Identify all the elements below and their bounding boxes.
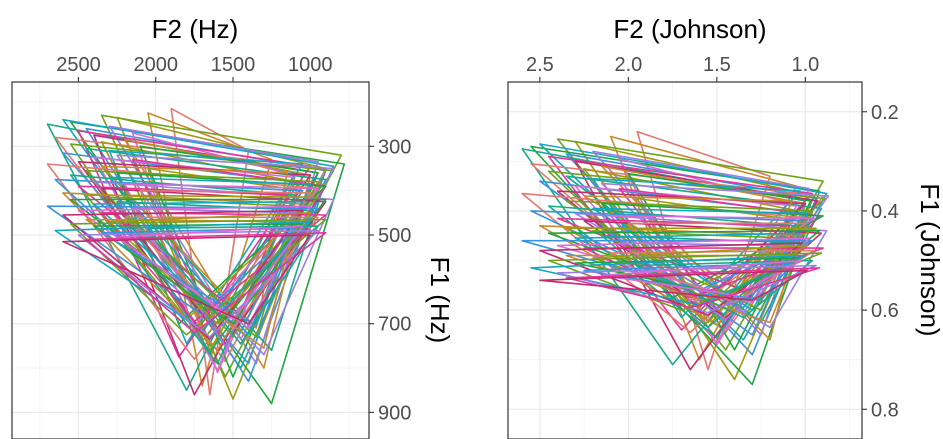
vowel-triangle-line bbox=[147, 225, 319, 345]
panel-border-rect bbox=[507, 81, 863, 439]
y-tick-label: 900 bbox=[378, 402, 411, 424]
y-axis-title-hz: F1 (Hz) bbox=[425, 257, 455, 344]
vowel-triangle-line bbox=[62, 209, 304, 341]
x-tick-label: 1000 bbox=[288, 54, 333, 76]
vowel-triangle-line bbox=[116, 200, 312, 354]
y-tick-label: 700 bbox=[378, 314, 411, 336]
x-tick-label: 2500 bbox=[56, 54, 101, 76]
vowel-triangle-line bbox=[54, 220, 312, 332]
y-tick-label: 300 bbox=[378, 136, 411, 158]
vowel-triangle-line bbox=[592, 244, 808, 302]
panel-border-johnson bbox=[507, 81, 863, 439]
x-axis-ticks-johnson: 2.5 2.0 1.5 1.0 bbox=[526, 54, 819, 82]
y-axis-ticks-hz: 300 500 700 900 bbox=[369, 136, 411, 424]
y-tick-label: 0.2 bbox=[871, 102, 899, 124]
vowel-triangle-line bbox=[93, 181, 335, 356]
vowel-triangle-line bbox=[636, 259, 814, 319]
vowel-triangle-line bbox=[116, 225, 304, 321]
vowel-triangle-line bbox=[100, 227, 296, 327]
series-group-johnson bbox=[521, 130, 830, 386]
vowel-triangle-line bbox=[139, 189, 312, 332]
vowel-triangle-line bbox=[539, 269, 808, 302]
x-tick-label: 2000 bbox=[133, 54, 178, 76]
panel-border-rect bbox=[11, 81, 370, 439]
x-tick-label: 1500 bbox=[211, 54, 256, 76]
x-tick-label: 2.0 bbox=[614, 54, 642, 76]
x-tick-label: 1.0 bbox=[791, 54, 819, 76]
vowel-triangle-line bbox=[565, 254, 798, 324]
x-axis-title-hz: F2 (Hz) bbox=[152, 14, 239, 44]
y-axis-ticks-johnson: 0.2 0.4 0.6 0.8 bbox=[862, 102, 899, 421]
x-axis-ticks-hz: 2500 2000 1500 1000 bbox=[56, 54, 333, 82]
vowel-triangle-line bbox=[170, 107, 250, 396]
vowel-triangle-line bbox=[521, 239, 814, 292]
x-tick-label: 1.5 bbox=[703, 54, 731, 76]
y-tick-label: 500 bbox=[378, 225, 411, 247]
chart-panel-hz: 2500 2000 1500 1000 300 500 700 900 F2 (Hz) F1… bbox=[11, 14, 455, 439]
series-group-hz bbox=[46, 107, 346, 405]
vowel-triangle-line bbox=[46, 205, 319, 316]
x-tick-label: 2.5 bbox=[526, 54, 554, 76]
y-axis-title-johnson: F1 (Johnson) bbox=[915, 183, 943, 336]
vowel-triangle-line bbox=[600, 202, 824, 299]
vowel-triangle-line bbox=[85, 232, 327, 334]
panel-border-hz bbox=[11, 81, 370, 439]
x-axis-title-johnson: F2 (Johnson) bbox=[613, 14, 766, 44]
vowel-triangle-line bbox=[124, 183, 319, 327]
vowel-triangle-line bbox=[600, 259, 803, 297]
vowel-triangle-line bbox=[116, 172, 327, 325]
chart-panel-johnson: 2.5 2.0 1.5 1.0 0.2 0.4 0.6 0.8 F2 (Johnson) F… bbox=[507, 14, 943, 439]
vowel-triangle-line bbox=[565, 267, 821, 309]
y-tick-label: 0.6 bbox=[871, 300, 899, 322]
y-tick-label: 0.8 bbox=[871, 399, 899, 421]
vowel-triangle-line bbox=[131, 207, 296, 347]
y-tick-label: 0.4 bbox=[871, 201, 899, 223]
vowel-triangle-line bbox=[62, 234, 312, 325]
vowel-triangle-line bbox=[85, 147, 327, 352]
vowel-triangle-line bbox=[530, 254, 807, 306]
